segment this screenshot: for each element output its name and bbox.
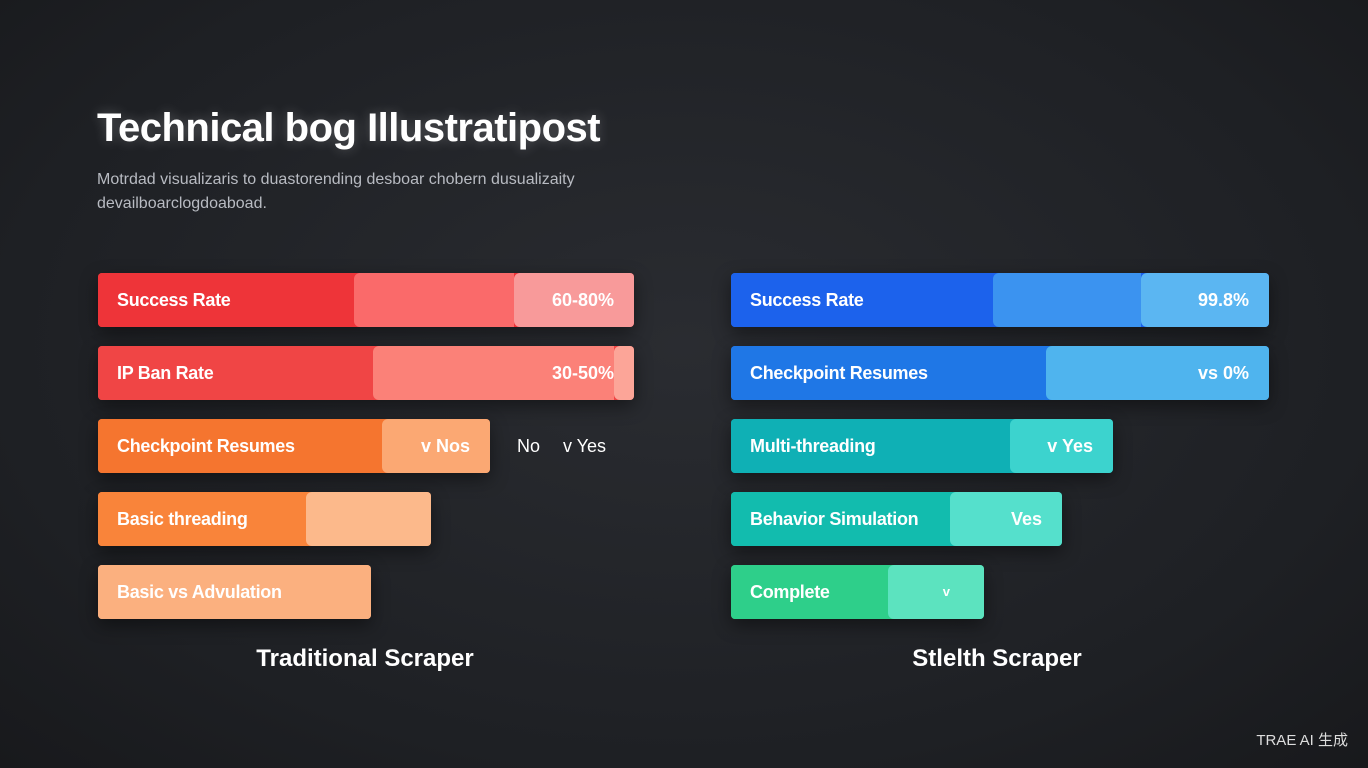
extra-text: v Yes (563, 436, 607, 456)
bar: Success Rate 60-80% (98, 273, 634, 327)
bar: Basic threading (98, 492, 431, 546)
bar-segment (1010, 419, 1113, 473)
subtitle: devailboarclogdoaboad. (97, 195, 267, 212)
panel-name: Traditional Scraper (256, 645, 474, 672)
bar-label: Checkpoint Resumes (117, 436, 295, 456)
bar-label: Basic vs Advulation (117, 582, 282, 602)
bar-segment (98, 419, 382, 473)
bar-value: 99.8% (1197, 290, 1249, 310)
bar-segment (731, 492, 950, 546)
bar: Complete v (731, 565, 984, 619)
bar-segment (950, 492, 1062, 546)
bar-label: Checkpoint Resumes (750, 363, 928, 383)
bar-segment (98, 346, 373, 400)
bar: Checkpoint Resumes v Nos (98, 419, 490, 473)
bar-value: vs 0% (1197, 363, 1249, 383)
subtitle: Motrdad visualizaris to duastorending de… (97, 171, 575, 188)
bar: Multi-threading v Yes (731, 419, 1113, 473)
bar: Success Rate 99.8% (731, 273, 1269, 327)
bar: IP Ban Rate 30-50% (98, 346, 634, 400)
bar-segment (614, 346, 634, 400)
bar-value: v Nos (420, 436, 470, 456)
bar-segment (373, 346, 614, 400)
bar-label: Basic threading (117, 509, 248, 529)
bar: Basic vs Advulation (98, 565, 371, 619)
extra-text: No (517, 436, 541, 456)
bar-segment (98, 565, 371, 619)
bar: Checkpoint Resumes vs 0% (731, 346, 1269, 400)
bar-segment (354, 273, 514, 327)
bar-value: v (942, 584, 950, 599)
bar-label: Success Rate (117, 290, 231, 310)
panel-name: Stlelth Scraper (912, 645, 1082, 672)
bar-value: Ves (1010, 509, 1042, 529)
bar-segment (382, 419, 490, 473)
bar-segment (993, 273, 1141, 327)
bar-value: v Yes (1047, 436, 1093, 456)
bar-segment (888, 565, 984, 619)
bar-segment (306, 492, 431, 546)
bar-label: Success Rate (750, 290, 864, 310)
title: Technical bog Illustratipost (97, 106, 601, 150)
bar: Behavior Simulation Ves (731, 492, 1062, 546)
bar-value: 30-50% (551, 363, 614, 383)
bar-segment (1046, 346, 1269, 400)
bar-label: Multi-threading (750, 436, 876, 456)
footer: TRAE AI 生成 (1256, 732, 1348, 749)
bar-value: 60-80% (551, 290, 614, 310)
bar-segment (731, 419, 1010, 473)
bar-segment (98, 492, 306, 546)
bar-segment (98, 273, 354, 327)
bar-label: Behavior Simulation (750, 509, 919, 529)
bar-segment (731, 565, 888, 619)
bar-label: IP Ban Rate (117, 363, 214, 383)
bar-segment (514, 273, 634, 327)
bar-label: Complete (750, 582, 830, 602)
bar-segment (731, 346, 1046, 400)
bar-segment (731, 273, 993, 327)
bar-segment (1141, 273, 1269, 327)
